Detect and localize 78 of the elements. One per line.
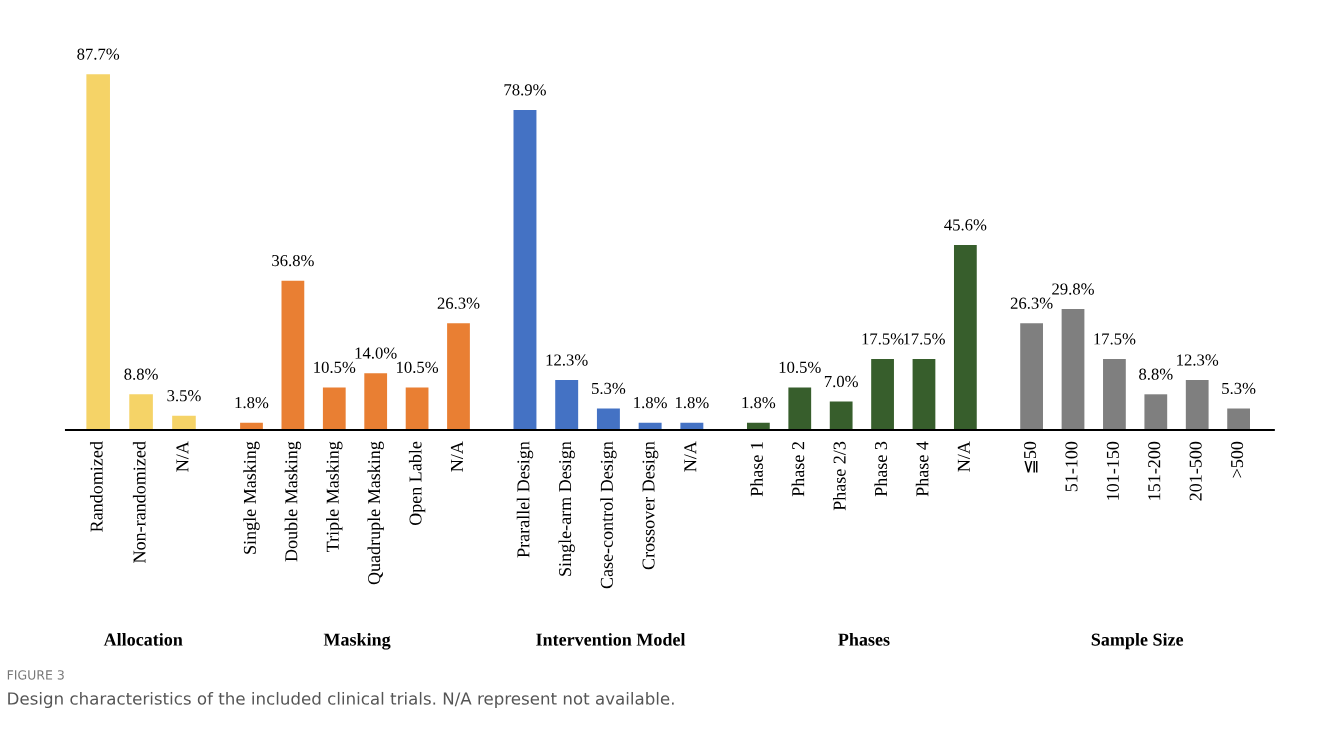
data-label: 29.8%: [1052, 283, 1094, 295]
data-label: 17.5%: [903, 333, 945, 345]
bar: [1185, 380, 1209, 430]
data-label: 36.8%: [272, 254, 314, 267]
bar: [322, 387, 346, 430]
bar: [1227, 408, 1250, 430]
bar: [405, 387, 429, 430]
data-label: 8.8%: [1139, 368, 1173, 380]
bar: [281, 280, 305, 430]
data-label: 12.3%: [546, 354, 588, 366]
x-tick-label: N/A: [957, 441, 970, 472]
data-label: 10.5%: [779, 361, 821, 373]
x-tick-label: Quadruple Masking: [367, 441, 384, 585]
x-tick-label: Single-arm Design: [558, 441, 575, 576]
data-label: 1.8%: [235, 396, 269, 409]
data-label: 1.8%: [675, 396, 709, 409]
bar: [1103, 359, 1126, 430]
x-tick-label: Triple Masking: [326, 441, 343, 552]
bar: [912, 359, 936, 430]
x-tick-label: Randomized: [89, 441, 103, 532]
x-axis-title: Sample Size: [1091, 633, 1184, 650]
x-axis-title: Masking: [323, 633, 391, 650]
x-tick-label: N/A: [684, 441, 697, 472]
data-label: 26.3%: [1010, 297, 1053, 309]
data-label: 87.7%: [77, 48, 120, 60]
x-tick-label: 51-100: [1065, 441, 1078, 492]
x-tick-label: Open Lable: [408, 441, 426, 526]
x-tick-label: Prarallel Design: [516, 441, 534, 558]
bar: [1020, 323, 1043, 430]
data-label: 12.3%: [1177, 354, 1219, 366]
bar: [364, 373, 388, 430]
x-tick-label: ≦50: [1023, 441, 1038, 473]
bar: [513, 109, 537, 430]
x-axis-title: Allocation: [103, 633, 183, 646]
x-tick-label: Double Masking: [284, 441, 302, 562]
x-tick-label: Phase 1: [750, 442, 763, 497]
x-tick-label: Phase 2: [791, 442, 805, 497]
x-axis-title: Phases: [838, 633, 890, 646]
data-label: 26.3%: [437, 297, 480, 309]
x-tick-label: Crossover Design: [642, 441, 659, 570]
text: Design characteristics of the included clinical trials. N/A represent not available.: [8, 691, 674, 709]
bar: [788, 387, 812, 430]
bar: [555, 380, 579, 430]
x-tick-label: Non-randomized: [132, 441, 146, 563]
bar: [953, 245, 977, 430]
x-tick-label: N/A: [450, 441, 464, 472]
caption: FIGURE 3: [7, 670, 64, 680]
bar: [596, 408, 620, 430]
x-tick-label: 101-150: [1106, 441, 1119, 500]
x-tick-label: 201-500: [1189, 441, 1202, 501]
data-label: 1.8%: [634, 396, 667, 409]
data-label: 1.8%: [742, 396, 776, 409]
bar: [447, 323, 470, 430]
x-tick-label: N/A: [176, 441, 189, 472]
x-tick-label: Phase 3: [874, 441, 888, 497]
data-label: 5.3%: [592, 382, 626, 395]
data-label: 78.9%: [504, 84, 546, 96]
data-label: 45.6%: [944, 219, 987, 231]
bar: [1144, 394, 1168, 430]
data-label: 10.5%: [397, 361, 439, 373]
x-axis-title: Intervention Model: [536, 633, 686, 646]
data-label: 5.3%: [1222, 382, 1256, 395]
data-label: 8.8%: [124, 368, 158, 380]
data-label: 10.5%: [314, 361, 356, 373]
data-label: 17.5%: [862, 333, 904, 345]
x-tick-label: Case-control Design: [600, 441, 617, 589]
bar: [829, 401, 853, 430]
x-tick-label: >500: [1230, 441, 1244, 478]
data-label: 3.5%: [167, 390, 201, 402]
bar: [871, 359, 894, 430]
x-tick-label: Phase 4: [915, 441, 929, 497]
x-tick-label: 151-200: [1148, 441, 1161, 500]
bar: [1061, 309, 1085, 430]
data-label: 7.0%: [824, 375, 858, 388]
data-label: 14.0%: [355, 347, 397, 359]
x-tick-label: Phase 2/3: [832, 441, 846, 511]
data-label: 17.5%: [1094, 333, 1136, 345]
x-tick-label: Single Masking: [243, 441, 260, 554]
